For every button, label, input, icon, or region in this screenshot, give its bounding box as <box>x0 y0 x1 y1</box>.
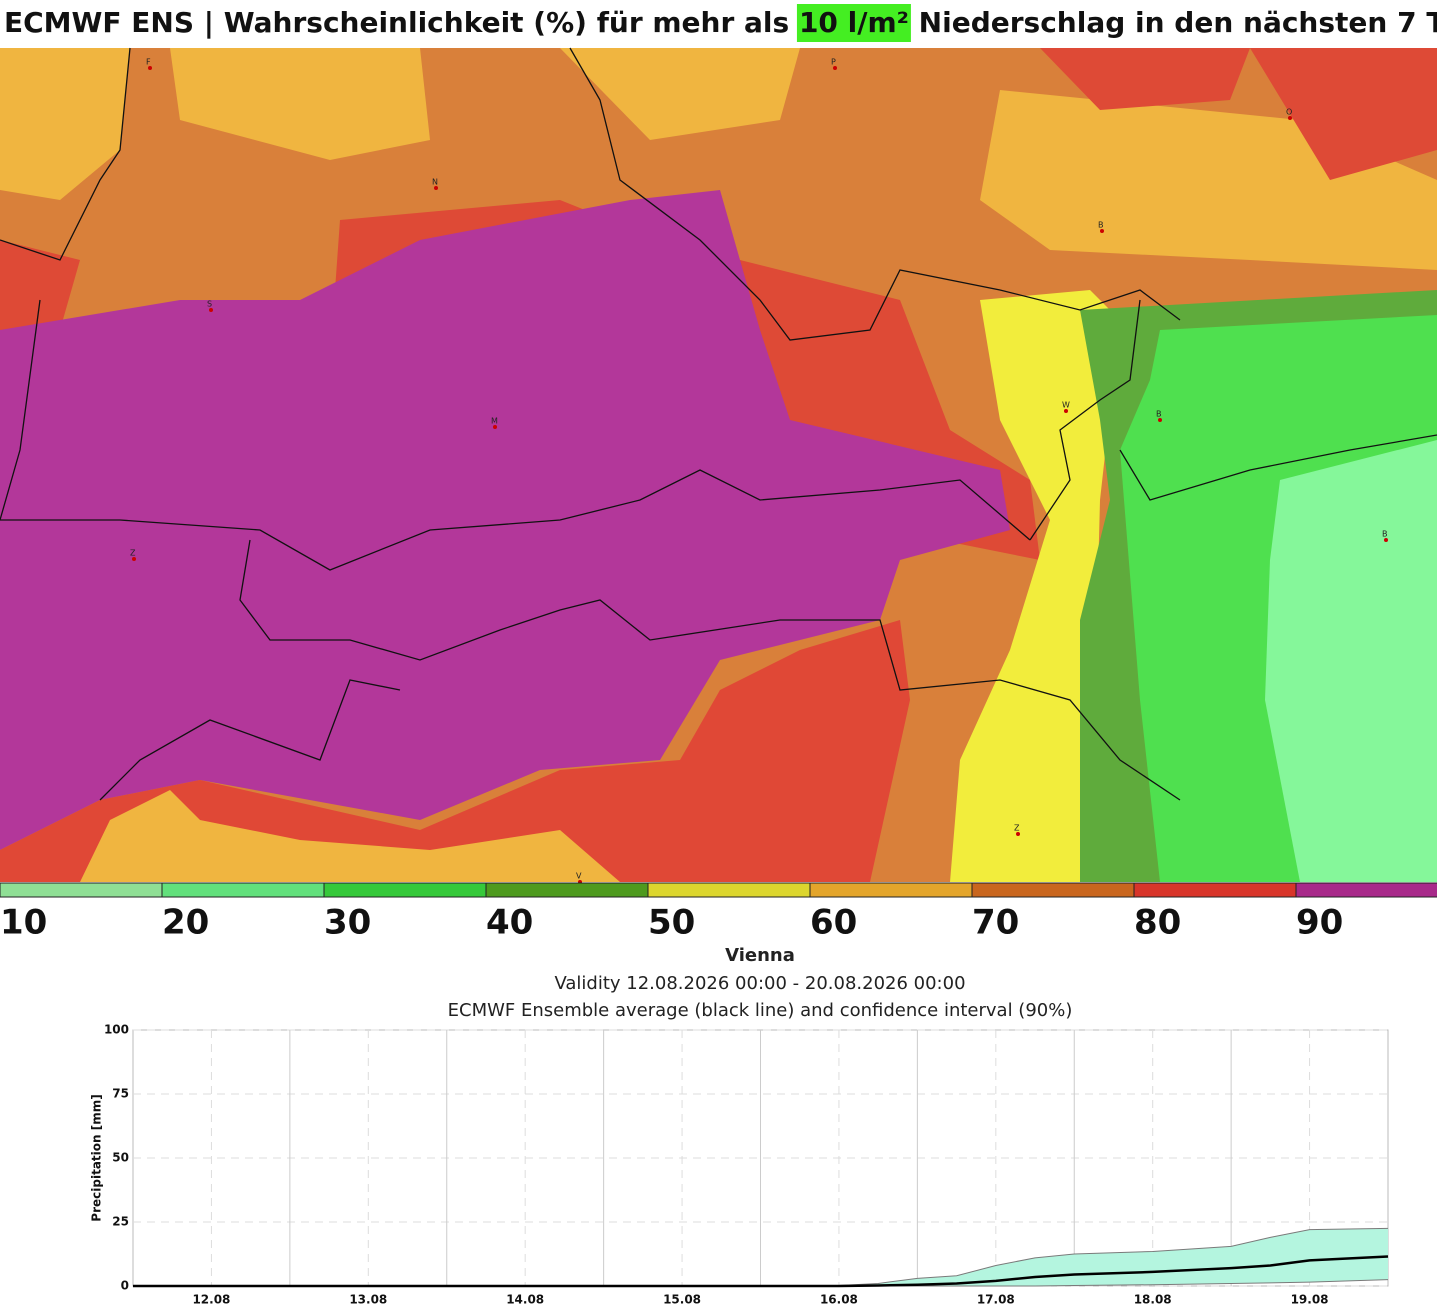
city-dot <box>148 66 152 70</box>
legend-swatch <box>1133 882 1297 898</box>
map-region <box>0 190 1010 850</box>
title-bar <box>0 0 1437 47</box>
title: ECMWF ENS | Wahrscheinlichkeit (%) für m… <box>4 6 1437 39</box>
city-label: B <box>1098 221 1104 230</box>
title-text: Niederschlag in den nächsten 7 Tagen <box>909 6 1437 39</box>
map-region <box>950 290 1120 882</box>
map-region <box>0 48 1437 270</box>
y-axis-label: Precipitation [mm] <box>90 1094 104 1221</box>
confidence-band <box>133 1228 1388 1286</box>
city-label: V <box>576 872 582 881</box>
legend-swatch <box>161 882 325 898</box>
city-dot <box>1064 409 1068 413</box>
title-highlight: 10 l/m² <box>799 6 909 39</box>
city-label: N <box>432 178 438 187</box>
legend-swatch <box>485 882 649 898</box>
border <box>99 679 401 801</box>
title-highlight-bg <box>796 4 911 42</box>
city-label: Z <box>130 549 136 558</box>
y-tick-label: 25 <box>112 1215 129 1229</box>
borders <box>0 47 1437 801</box>
city-dot <box>1288 116 1292 120</box>
city-dot <box>209 308 213 312</box>
y-tick-label: 50 <box>112 1151 129 1165</box>
legend-swatch <box>647 882 811 898</box>
city-dot <box>434 186 438 190</box>
legend-label: 10 <box>0 903 47 943</box>
mean-line <box>133 1255 1389 1288</box>
border <box>0 47 131 261</box>
city-label: Z <box>1014 824 1020 833</box>
legend-label: 30 <box>324 903 371 943</box>
chart-title: Vienna <box>725 945 795 966</box>
x-tick-label: 14.08 <box>506 1293 544 1307</box>
legend-swatch <box>809 882 973 898</box>
city-dot <box>1158 418 1162 422</box>
city-dot <box>1016 832 1020 836</box>
border <box>0 299 1031 571</box>
legend-swatch <box>971 882 1135 898</box>
city-dot <box>1384 538 1388 542</box>
city-label: S <box>207 300 212 309</box>
chart-subtitle: ECMWF Ensemble average (black line) and … <box>448 1000 1073 1021</box>
legend-label: 80 <box>1134 903 1181 943</box>
chart: Vienna Validity 12.08.2026 00:00 - 20.08… <box>90 945 1389 1307</box>
x-tick-label: 12.08 <box>192 1293 230 1307</box>
city-label: O <box>1286 108 1292 117</box>
y-tick-label: 0 <box>121 1279 129 1293</box>
city-labels: F P O N B S M W B Z B Z V <box>130 58 1388 884</box>
border <box>1029 299 1437 541</box>
map-region <box>1265 440 1437 882</box>
chart-subtitle: Validity 12.08.2026 00:00 - 20.08.2026 0… <box>554 973 965 994</box>
city-label: B <box>1382 530 1388 539</box>
border <box>239 539 1181 801</box>
y-tick-label: 75 <box>112 1087 129 1101</box>
city-label: W <box>1062 401 1070 410</box>
map: F P O N B S M W B Z B Z V <box>0 47 1437 884</box>
x-tick-label: 17.08 <box>977 1293 1015 1307</box>
legend-label: 40 <box>486 903 533 943</box>
legend-swatch <box>1295 882 1437 898</box>
x-tick-label: 19.08 <box>1291 1293 1329 1307</box>
map-region <box>0 620 910 882</box>
legend-swatch <box>323 882 487 898</box>
x-tick-label: 16.08 <box>820 1293 858 1307</box>
legend-swatch <box>0 882 163 898</box>
city-label: B <box>1156 410 1162 419</box>
border <box>569 47 1181 341</box>
band-edge-line <box>132 1227 1389 1287</box>
city-dot <box>1100 229 1104 233</box>
city-dot <box>833 66 837 70</box>
legend-label: 90 <box>1296 903 1343 943</box>
title-text: ECMWF ENS | Wahrscheinlichkeit (%) für m… <box>4 6 799 39</box>
city-label: M <box>491 417 498 426</box>
city-dot <box>493 425 497 429</box>
x-tick-label: 18.08 <box>1134 1293 1172 1307</box>
legend-label: 20 <box>162 903 209 943</box>
city-label: F <box>146 58 151 67</box>
y-tick-label: 100 <box>104 1023 129 1037</box>
city-dot <box>132 557 136 561</box>
x-tick-label: 13.08 <box>349 1293 387 1307</box>
legend-label: 50 <box>648 903 695 943</box>
legend-label: 70 <box>972 903 1019 943</box>
city-label: P <box>831 58 836 67</box>
legend-label: 60 <box>810 903 857 943</box>
legend: 10 20 30 40 50 60 70 80 90 <box>0 882 1437 943</box>
x-tick-label: 15.08 <box>663 1293 701 1307</box>
map-region <box>80 790 620 882</box>
